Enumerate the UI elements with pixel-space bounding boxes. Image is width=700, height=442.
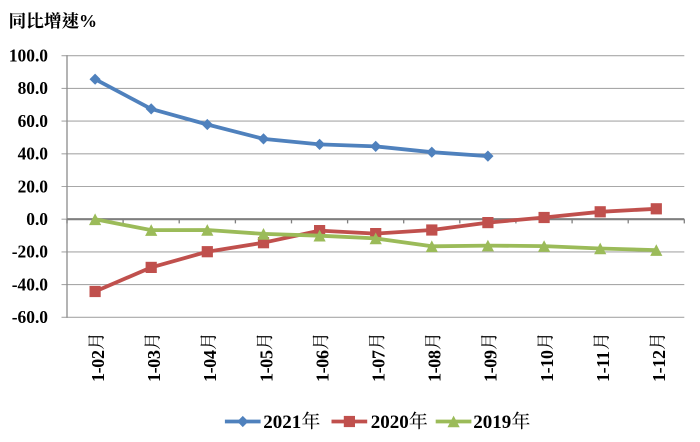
svg-text:100.0: 100.0 xyxy=(9,46,48,66)
svg-text:1-04: 1-04 xyxy=(200,350,220,382)
svg-text:60.0: 60.0 xyxy=(18,111,49,131)
svg-text:1-09: 1-09 xyxy=(481,350,501,382)
svg-text:40.0: 40.0 xyxy=(18,144,49,164)
svg-text:1-10: 1-10 xyxy=(537,350,557,382)
svg-text:2021: 2021 xyxy=(263,412,301,433)
svg-text:1-05: 1-05 xyxy=(256,350,276,382)
svg-text:1-11: 1-11 xyxy=(593,351,613,382)
svg-text:1-02: 1-02 xyxy=(88,350,108,382)
svg-text:2019: 2019 xyxy=(473,412,511,433)
svg-text:1-03: 1-03 xyxy=(144,350,164,382)
svg-text:0.0: 0.0 xyxy=(26,209,48,229)
svg-text:-60.0: -60.0 xyxy=(12,307,49,327)
svg-text:1-08: 1-08 xyxy=(425,350,445,382)
svg-text:-40.0: -40.0 xyxy=(12,274,49,294)
svg-text:1-07: 1-07 xyxy=(369,350,389,382)
svg-text:%: % xyxy=(79,11,97,31)
svg-text:20.0: 20.0 xyxy=(18,176,49,196)
svg-text:1-06: 1-06 xyxy=(312,350,332,382)
svg-text:1-12: 1-12 xyxy=(649,350,669,382)
svg-text:2020: 2020 xyxy=(371,412,409,433)
svg-text:-20.0: -20.0 xyxy=(12,242,49,262)
svg-text:80.0: 80.0 xyxy=(18,78,49,98)
